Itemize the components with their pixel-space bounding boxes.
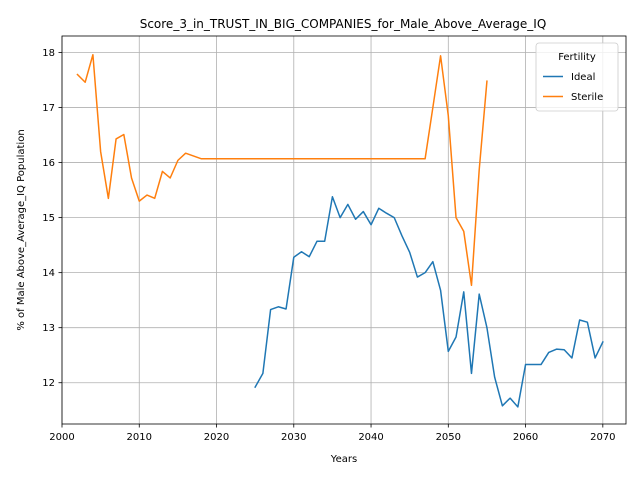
x-tick-label: 2020	[204, 432, 229, 443]
y-tick-label: 17	[42, 103, 55, 114]
x-axis-label: Years	[330, 454, 357, 465]
legend: Fertility Ideal Sterile	[535, 42, 619, 112]
y-tick-label: 12	[42, 378, 55, 389]
x-tick-label: 2030	[281, 432, 306, 443]
y-tick-label: 18	[42, 48, 55, 59]
y-axis: 12 13 14 15 16 17 18	[42, 48, 62, 389]
chart-title: Score_3_in_TRUST_IN_BIG_COMPANIES_for_Ma…	[140, 17, 547, 31]
x-tick-label: 2010	[127, 432, 152, 443]
y-axis-label: % of Male Above_Average_IQ Population	[16, 129, 27, 330]
y-tick-label: 13	[42, 323, 55, 334]
x-tick-label: 2000	[49, 432, 74, 443]
y-tick-label: 14	[42, 268, 55, 279]
y-tick-label: 16	[42, 158, 55, 169]
series-line-ideal	[254, 195, 604, 408]
x-tick-label: 2070	[590, 432, 615, 443]
y-tick-label: 15	[42, 213, 55, 224]
series-line-sterile	[76, 53, 488, 287]
legend-title: Fertility	[558, 52, 596, 63]
legend-box	[535, 42, 619, 112]
x-tick-label: 2050	[436, 432, 461, 443]
plot-frame	[61, 35, 627, 425]
x-tick-label: 2040	[358, 432, 383, 443]
x-axis: 2000 2010 2020 2030 2040 2050 2060 2070	[49, 424, 616, 443]
legend-label-ideal: Ideal	[571, 72, 595, 83]
x-tick-label: 2060	[513, 432, 538, 443]
legend-label-sterile: Sterile	[571, 92, 603, 103]
series-lines	[76, 53, 604, 408]
